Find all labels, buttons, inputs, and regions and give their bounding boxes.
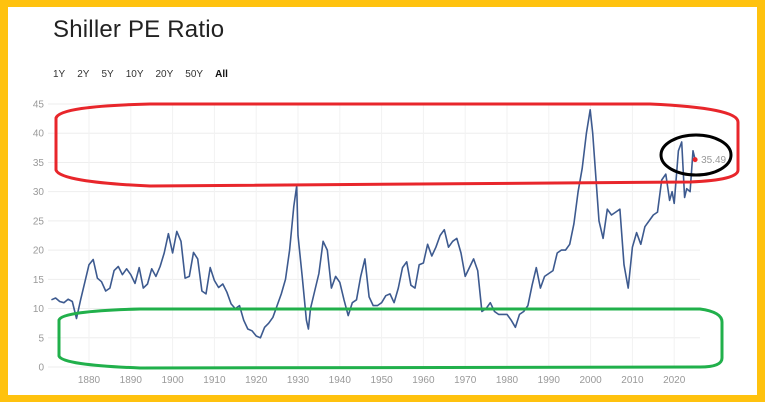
x-tick-label: 1900	[161, 375, 184, 386]
range-button-50y[interactable]: 50Y	[185, 69, 204, 80]
range-button-5y[interactable]: 5Y	[101, 69, 114, 80]
high-zone-highlight	[54, 102, 740, 188]
low-zone-highlight	[57, 307, 724, 370]
range-selector: 1Y 2Y 5Y 10Y 20Y 50Y All	[53, 69, 240, 80]
y-tick-label: 40	[33, 129, 45, 140]
y-tick-label: 25	[33, 216, 45, 227]
x-tick-label: 1990	[538, 375, 561, 386]
y-tick-label: 15	[33, 275, 45, 286]
y-tick-label: 20	[33, 246, 45, 257]
y-tick-label: 5	[38, 333, 44, 344]
series-line	[51, 109, 696, 339]
range-button-2y[interactable]: 2Y	[77, 69, 90, 80]
y-tick-label: 10	[33, 304, 45, 315]
y-tick-label: 0	[38, 363, 44, 374]
x-tick-label: 2020	[663, 375, 686, 386]
range-button-all[interactable]: All	[215, 69, 228, 80]
x-tick-label: 1970	[454, 375, 477, 386]
last-value-label: 35.49	[701, 155, 726, 166]
x-tick-label: 1880	[78, 375, 101, 386]
x-axis: 1880 1890 1900 1910 1920 1930 1940 1950 1960 1970…	[78, 375, 686, 386]
x-tick-label: 1950	[370, 375, 393, 386]
x-tick-label: 1890	[120, 375, 143, 386]
x-tick-label: 2010	[621, 375, 644, 386]
latest-value-highlight	[659, 133, 733, 177]
y-tick-label: 35	[33, 158, 45, 169]
last-point-marker[interactable]	[692, 157, 698, 163]
range-button-20y[interactable]: 20Y	[155, 69, 174, 80]
y-axis: 0 5 10 15 20 25 30 35 40 45	[33, 100, 45, 374]
range-button-10y[interactable]: 10Y	[125, 69, 144, 80]
y-tick-label: 45	[33, 100, 45, 111]
x-tick-label: 1930	[287, 375, 310, 386]
x-tick-label: 1960	[412, 375, 435, 386]
x-tick-label: 1940	[329, 375, 352, 386]
x-tick-label: 1910	[203, 375, 226, 386]
page-title: Shiller PE Ratio	[53, 16, 225, 43]
range-button-1y[interactable]: 1Y	[53, 69, 66, 80]
x-tick-label: 2000	[579, 375, 602, 386]
x-tick-label: 1980	[496, 375, 519, 386]
x-tick-label: 1920	[245, 375, 268, 386]
y-tick-label: 30	[33, 187, 45, 198]
